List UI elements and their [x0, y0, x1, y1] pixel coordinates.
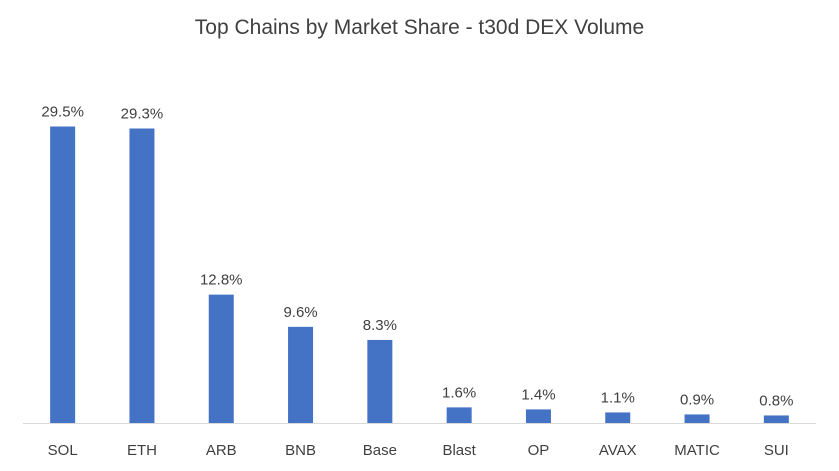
data-label-eth: 29.3%	[121, 106, 164, 123]
x-tick-label-blast: Blast	[442, 442, 476, 459]
bar-eth	[129, 128, 155, 424]
data-label-bnb: 9.6%	[283, 304, 317, 321]
x-tick-label-sol: SOL	[48, 442, 78, 459]
data-label-sol: 29.5%	[41, 104, 84, 121]
x-tick-label-op: OP	[528, 442, 550, 459]
x-tick-labels: SOL ETH ARB BNB Base Blast OP AVAX MATIC SUI	[48, 442, 789, 459]
bar-sui	[763, 415, 789, 424]
chart-title: Top Chains by Market Share - t30d DEX Vo…	[194, 16, 645, 39]
data-label-arb: 12.8%	[200, 272, 243, 289]
x-tick-label-sui: SUI	[764, 442, 789, 459]
data-label-avax: 1.1%	[601, 389, 635, 406]
data-label-op: 1.4%	[521, 386, 555, 403]
x-tick-label-base: Base	[363, 442, 397, 459]
bar-avax	[605, 412, 631, 424]
data-label-sui: 0.8%	[759, 392, 793, 409]
bar-sol	[50, 126, 76, 424]
data-label-base: 8.3%	[363, 317, 397, 334]
bar-bnb	[288, 326, 314, 424]
data-label-matic: 0.9%	[680, 391, 714, 408]
bar-arb	[208, 294, 234, 424]
x-tick-label-arb: ARB	[206, 442, 237, 459]
bar-op	[525, 409, 551, 424]
x-tick-label-matic: MATIC	[674, 442, 720, 459]
data-label-blast: 1.6%	[442, 384, 476, 401]
x-tick-label-avax: AVAX	[599, 442, 637, 459]
bars-layer	[50, 126, 789, 424]
bar-blast	[446, 407, 472, 424]
x-tick-label-bnb: BNB	[285, 442, 316, 459]
labels-layer: 29.5% 29.3% 12.8% 9.6% 8.3% 1.6% 1.4% 1.1% 0.9% 0…	[41, 104, 793, 410]
x-tick-label-eth: ETH	[127, 442, 157, 459]
bar-base	[367, 339, 393, 424]
bar-matic	[684, 414, 710, 424]
